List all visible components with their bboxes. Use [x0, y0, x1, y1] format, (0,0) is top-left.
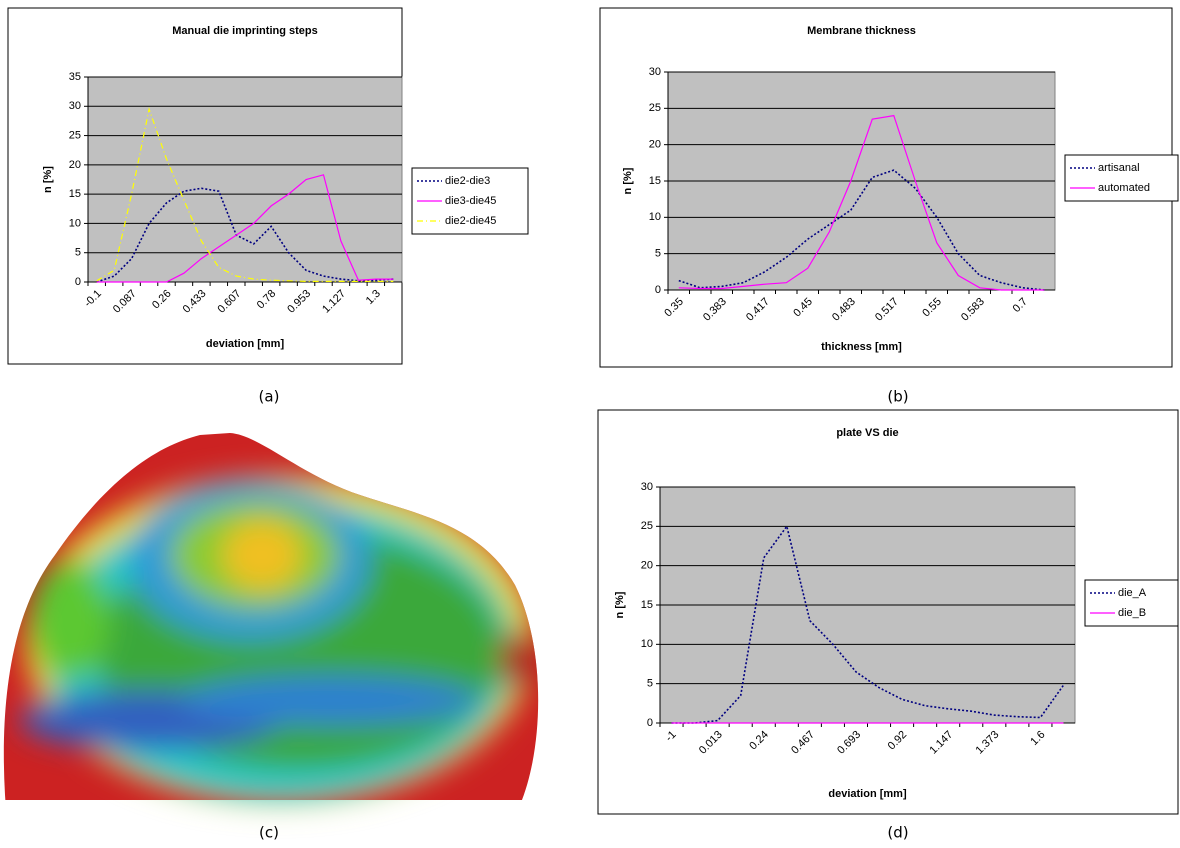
legend-label: die2-die45: [445, 215, 496, 227]
legend-label: die3-die45: [445, 195, 496, 207]
y-tick-label: 20: [69, 159, 81, 171]
chart-title: Membrane thickness: [807, 25, 916, 37]
x-axis-label: thickness [mm]: [821, 341, 902, 353]
surface-map: [0, 420, 560, 805]
legend-label: artisanal: [1098, 162, 1140, 174]
y-tick-label: 5: [647, 678, 653, 690]
y-tick-label: 15: [649, 175, 661, 187]
y-tick-label: 5: [655, 248, 661, 260]
y-tick-label: 15: [69, 188, 81, 200]
y-axis-label: n [%]: [622, 167, 634, 194]
y-tick-label: 0: [655, 284, 661, 296]
y-tick-label: 30: [69, 100, 81, 112]
y-tick-label: 15: [641, 599, 653, 611]
y-tick-label: 30: [641, 481, 653, 493]
y-tick-label: 10: [69, 217, 81, 229]
y-axis-label: n [%]: [614, 591, 626, 618]
x-axis-label: deviation [mm]: [206, 338, 285, 350]
caption: (d): [887, 824, 908, 842]
y-tick-label: 0: [647, 717, 653, 729]
y-axis-label: n [%]: [42, 166, 54, 193]
legend-label: die2-die3: [445, 175, 490, 187]
x-axis-label: deviation [mm]: [828, 788, 907, 800]
y-tick-label: 25: [649, 102, 661, 114]
y-tick-label: 10: [649, 211, 661, 223]
legend-label: automated: [1098, 182, 1150, 194]
y-tick-label: 5: [75, 247, 81, 259]
y-tick-label: 0: [75, 276, 81, 288]
y-tick-label: 25: [69, 129, 81, 141]
y-tick-label: 35: [69, 71, 81, 83]
caption: (a): [259, 388, 280, 406]
legend-label: die_B: [1118, 607, 1146, 619]
y-tick-label: 25: [641, 520, 653, 532]
caption: (b): [887, 388, 908, 406]
y-tick-label: 20: [649, 139, 661, 151]
caption: (c): [259, 824, 279, 842]
y-tick-label: 20: [641, 560, 653, 572]
chart-title: Manual die imprinting steps: [172, 25, 317, 37]
y-tick-label: 10: [641, 638, 653, 650]
chart-title: plate VS die: [836, 427, 898, 439]
y-tick-label: 30: [649, 66, 661, 78]
legend-label: die_A: [1118, 587, 1147, 599]
figure: (c) (a) (b) (d) Manual die imprinting st…: [0, 0, 1180, 848]
